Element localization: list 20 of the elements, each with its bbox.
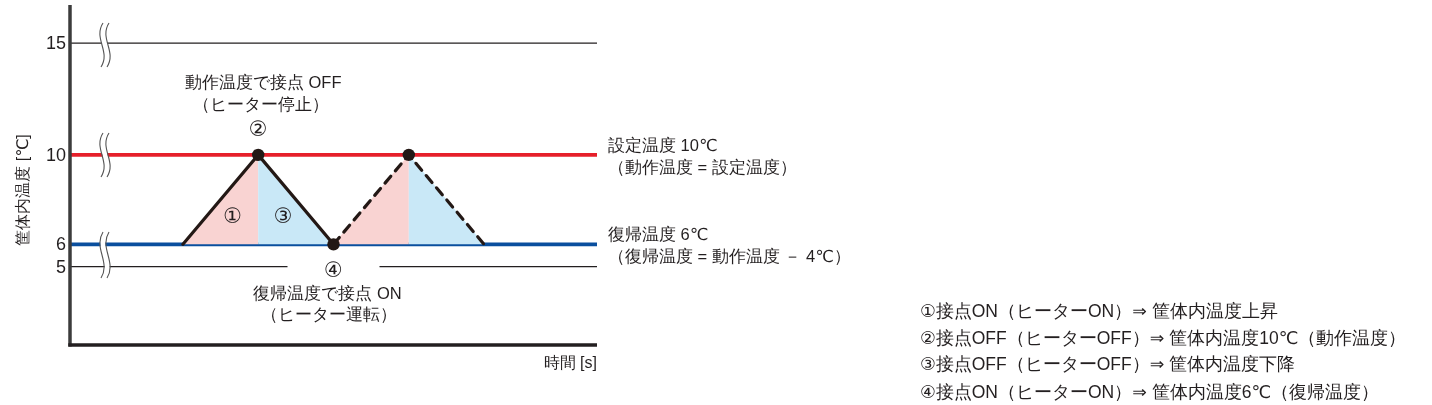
y-tick-label: 15 [45,33,66,54]
y-tick-label: 6 [55,234,66,255]
text: ①接点ON（ヒーターON）⇒ 筐体内温度上昇 [920,301,1278,321]
annotation: （ヒーター停止） [193,95,330,113]
annotation: 復帰温度で接点 ON [253,284,402,302]
y-tick-label: 10 [45,144,66,165]
text: ③接点OFF（ヒーターOFF）⇒ 筐体内温度下降 [920,354,1296,374]
ref-line-label: 復帰温度 6℃ （復帰温度 = 動作温度 － 4℃） [608,225,851,266]
ref-line-label: 設定温度 10℃ （動作温度 = 設定温度） [608,135,797,176]
annotation: ② [248,117,268,141]
text: ④接点ON（ヒーターON）⇒ 筐体内温度6℃（復帰温度） [920,382,1380,402]
annotation: 動作温度で接点 OFF [184,73,342,91]
x-axis-title: 時間 [s] [543,353,597,371]
annotation: （ヒーター運転） [260,305,397,323]
annotation: ③ [273,203,293,227]
text: ②接点OFF（ヒーターOFF）⇒ 筐体内温度10℃（動作温度） [920,328,1407,348]
y-tick-label: 5 [55,256,66,277]
annotation: ① [223,203,243,227]
annotation: ④ [324,257,343,281]
y-axis-title: 筐体内温度 [℃] [13,134,31,246]
